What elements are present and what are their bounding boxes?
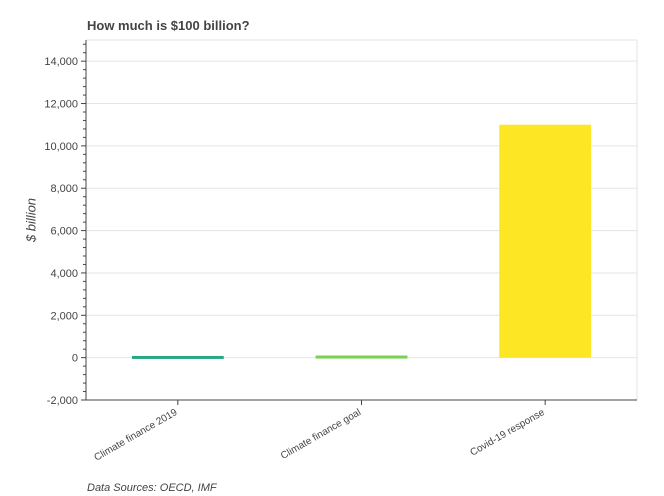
chart-title: How much is $100 billion?	[87, 18, 250, 33]
y-tick-label: -2,000	[47, 395, 78, 407]
y-tick-label: 2,000	[50, 310, 78, 322]
y-tick-label: 4,000	[50, 268, 78, 280]
y-tick-label: 14,000	[44, 56, 78, 68]
x-tick-label: Covid-19 response	[468, 407, 547, 459]
y-tick-label: 6,000	[50, 226, 78, 238]
bar-0	[131, 355, 224, 359]
x-tick-label: Climate finance 2019	[92, 407, 179, 464]
y-tick-label: 10,000	[44, 141, 78, 153]
x-tick-label: Climate finance goal	[279, 407, 363, 462]
bar-2	[499, 124, 592, 358]
y-tick-label: 8,000	[50, 183, 78, 195]
bar-1	[315, 355, 408, 359]
y-tick-label: 12,000	[44, 99, 78, 111]
y-tick-label: 0	[72, 353, 78, 365]
data-source-note: Data Sources: OECD, IMF	[87, 482, 217, 494]
